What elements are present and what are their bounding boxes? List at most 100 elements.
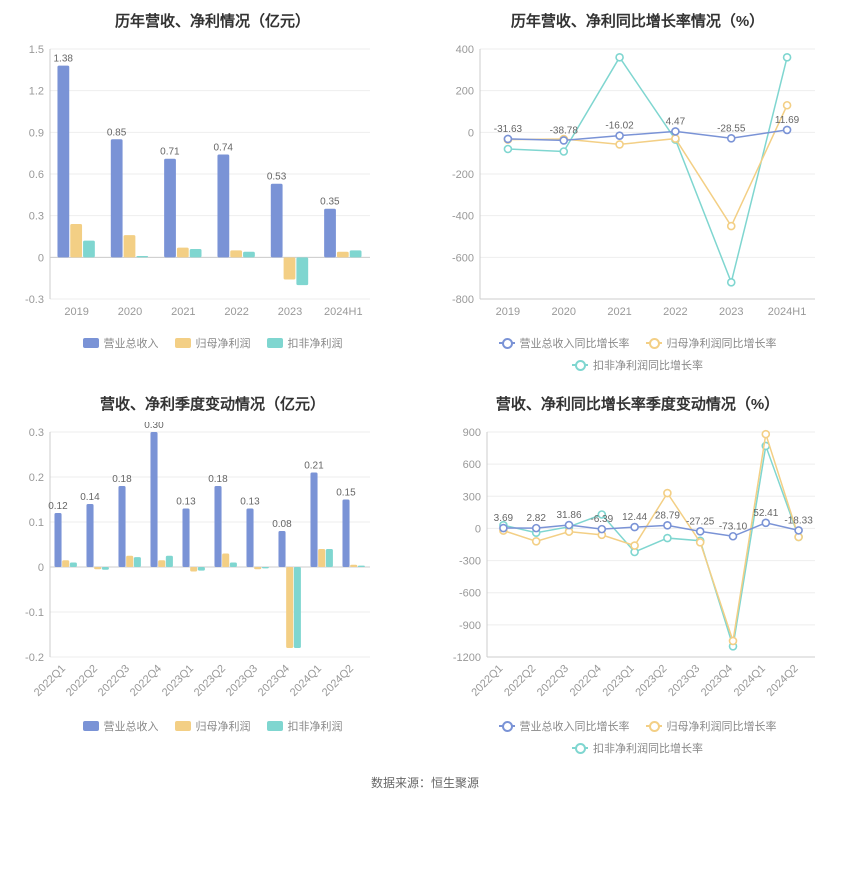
legend-swatch xyxy=(83,721,99,731)
svg-text:-600: -600 xyxy=(452,252,474,264)
svg-text:2023Q3: 2023Q3 xyxy=(224,663,260,699)
svg-text:0.30: 0.30 xyxy=(144,422,164,431)
svg-text:-73.10: -73.10 xyxy=(719,521,748,532)
svg-text:11.69: 11.69 xyxy=(775,115,800,126)
svg-text:-800: -800 xyxy=(452,294,474,306)
chart3-legend: 营业总收入归母净利润扣非净利润 xyxy=(10,718,415,734)
legend-label: 扣非净利润同比增长率 xyxy=(593,357,703,373)
legend-label: 归母净利润同比增长率 xyxy=(667,718,777,734)
svg-text:2023: 2023 xyxy=(719,306,743,318)
legend-item: 营业总收入同比增长率 xyxy=(499,718,630,734)
chart-grid: 历年营收、净利情况（亿元） -0.300.30.60.91.21.520191.… xyxy=(10,10,840,756)
svg-text:0.08: 0.08 xyxy=(272,519,292,530)
legend-swatch xyxy=(267,338,283,348)
legend-item: 扣非净利润 xyxy=(267,335,343,351)
svg-text:2022Q3: 2022Q3 xyxy=(96,663,132,699)
svg-text:0.15: 0.15 xyxy=(336,488,356,499)
svg-text:-28.55: -28.55 xyxy=(717,123,746,134)
panel-annual-revenue: 历年营收、净利情况（亿元） -0.300.30.60.91.21.520191.… xyxy=(10,10,415,373)
svg-text:2019: 2019 xyxy=(64,306,88,318)
svg-text:0.71: 0.71 xyxy=(160,147,180,158)
svg-text:1.5: 1.5 xyxy=(29,44,44,56)
svg-text:-38.78: -38.78 xyxy=(550,125,579,136)
svg-text:-6.39: -6.39 xyxy=(590,514,613,525)
legend-item: 营业总收入 xyxy=(83,335,159,351)
svg-text:0.3: 0.3 xyxy=(29,427,44,439)
chart2-svg: -800-600-400-200020040020192020202120222… xyxy=(435,39,825,329)
panel-annual-growth: 历年营收、净利同比增长率情况（%） -800-600-400-200020040… xyxy=(435,10,840,373)
svg-text:-0.3: -0.3 xyxy=(25,294,44,306)
svg-text:2024H1: 2024H1 xyxy=(768,306,807,318)
legend-item: 归母净利润同比增长率 xyxy=(646,335,777,351)
svg-text:-300: -300 xyxy=(459,556,481,568)
svg-text:-900: -900 xyxy=(459,620,481,632)
svg-text:2019: 2019 xyxy=(496,306,520,318)
legend-label: 营业总收入 xyxy=(104,335,159,351)
legend-label: 归母净利润 xyxy=(196,718,251,734)
svg-text:0.35: 0.35 xyxy=(320,197,340,208)
svg-text:200: 200 xyxy=(456,86,474,98)
data-source-footer: 数据来源：恒生聚源 xyxy=(10,774,840,791)
svg-text:400: 400 xyxy=(456,44,474,56)
svg-text:600: 600 xyxy=(463,459,481,471)
svg-text:2022Q1: 2022Q1 xyxy=(469,663,505,699)
svg-text:2021: 2021 xyxy=(171,306,195,318)
svg-text:0.1: 0.1 xyxy=(29,517,44,529)
legend-swatch xyxy=(646,342,662,344)
panel-quarterly-growth: 营收、净利同比增长率季度变动情况（%） -1200-900-600-300030… xyxy=(435,393,840,756)
legend-swatch xyxy=(572,364,588,366)
svg-text:1.2: 1.2 xyxy=(29,86,44,98)
svg-text:-200: -200 xyxy=(452,169,474,181)
legend-swatch xyxy=(646,725,662,727)
panel-quarterly-revenue: 营收、净利季度变动情况（亿元） -0.2-0.100.10.20.32022Q1… xyxy=(10,393,415,756)
legend-item: 归母净利润同比增长率 xyxy=(646,718,777,734)
svg-text:900: 900 xyxy=(463,427,481,439)
svg-text:-16.02: -16.02 xyxy=(605,121,634,132)
legend-swatch xyxy=(499,342,515,344)
svg-text:2022Q2: 2022Q2 xyxy=(502,663,538,699)
svg-text:0.18: 0.18 xyxy=(208,474,228,485)
legend-label: 归母净利润 xyxy=(196,335,251,351)
svg-text:2021: 2021 xyxy=(607,306,631,318)
svg-text:2022Q3: 2022Q3 xyxy=(535,663,571,699)
legend-swatch xyxy=(267,721,283,731)
svg-text:2.82: 2.82 xyxy=(526,513,546,524)
chart3-svg: -0.2-0.100.10.20.32022Q10.122022Q20.1420… xyxy=(10,422,380,712)
svg-text:2023Q4: 2023Q4 xyxy=(256,663,292,699)
svg-text:-600: -600 xyxy=(459,588,481,600)
svg-text:0.3: 0.3 xyxy=(29,211,44,223)
legend-item: 扣非净利润同比增长率 xyxy=(572,357,703,373)
svg-text:3.69: 3.69 xyxy=(494,513,514,524)
svg-text:0: 0 xyxy=(38,562,44,574)
svg-text:300: 300 xyxy=(463,491,481,503)
svg-text:2022Q4: 2022Q4 xyxy=(128,663,164,699)
svg-text:0.18: 0.18 xyxy=(112,474,132,485)
svg-text:0.74: 0.74 xyxy=(213,143,233,154)
legend-label: 扣非净利润 xyxy=(288,335,343,351)
chart2-legend: 营业总收入同比增长率归母净利润同比增长率扣非净利润同比增长率 xyxy=(435,335,840,373)
svg-text:2024Q2: 2024Q2 xyxy=(765,663,801,699)
svg-text:-0.2: -0.2 xyxy=(25,652,44,664)
legend-label: 归母净利润同比增长率 xyxy=(667,335,777,351)
svg-text:31.86: 31.86 xyxy=(556,510,581,521)
svg-text:0: 0 xyxy=(468,127,474,139)
svg-text:0.14: 0.14 xyxy=(80,492,100,503)
svg-text:0.13: 0.13 xyxy=(240,497,260,508)
chart1-legend: 营业总收入 归母净利润 扣非净利润 xyxy=(10,335,415,351)
svg-text:2022Q4: 2022Q4 xyxy=(568,663,604,699)
svg-text:0.53: 0.53 xyxy=(267,172,287,183)
svg-text:2020: 2020 xyxy=(552,306,576,318)
legend-item: 归母净利润 xyxy=(175,718,251,734)
legend-label: 扣非净利润 xyxy=(288,718,343,734)
svg-text:2022Q2: 2022Q2 xyxy=(64,663,100,699)
svg-text:12.44: 12.44 xyxy=(622,512,647,523)
svg-text:52.41: 52.41 xyxy=(753,508,778,519)
legend-swatch xyxy=(499,725,515,727)
svg-text:2024Q2: 2024Q2 xyxy=(320,663,356,699)
svg-text:-18.33: -18.33 xyxy=(784,515,813,526)
legend-swatch xyxy=(175,721,191,731)
svg-text:2024H1: 2024H1 xyxy=(324,306,363,318)
chart4-title: 营收、净利同比增长率季度变动情况（%） xyxy=(435,393,840,414)
svg-text:2023Q2: 2023Q2 xyxy=(192,663,228,699)
svg-text:28.79: 28.79 xyxy=(655,510,680,521)
